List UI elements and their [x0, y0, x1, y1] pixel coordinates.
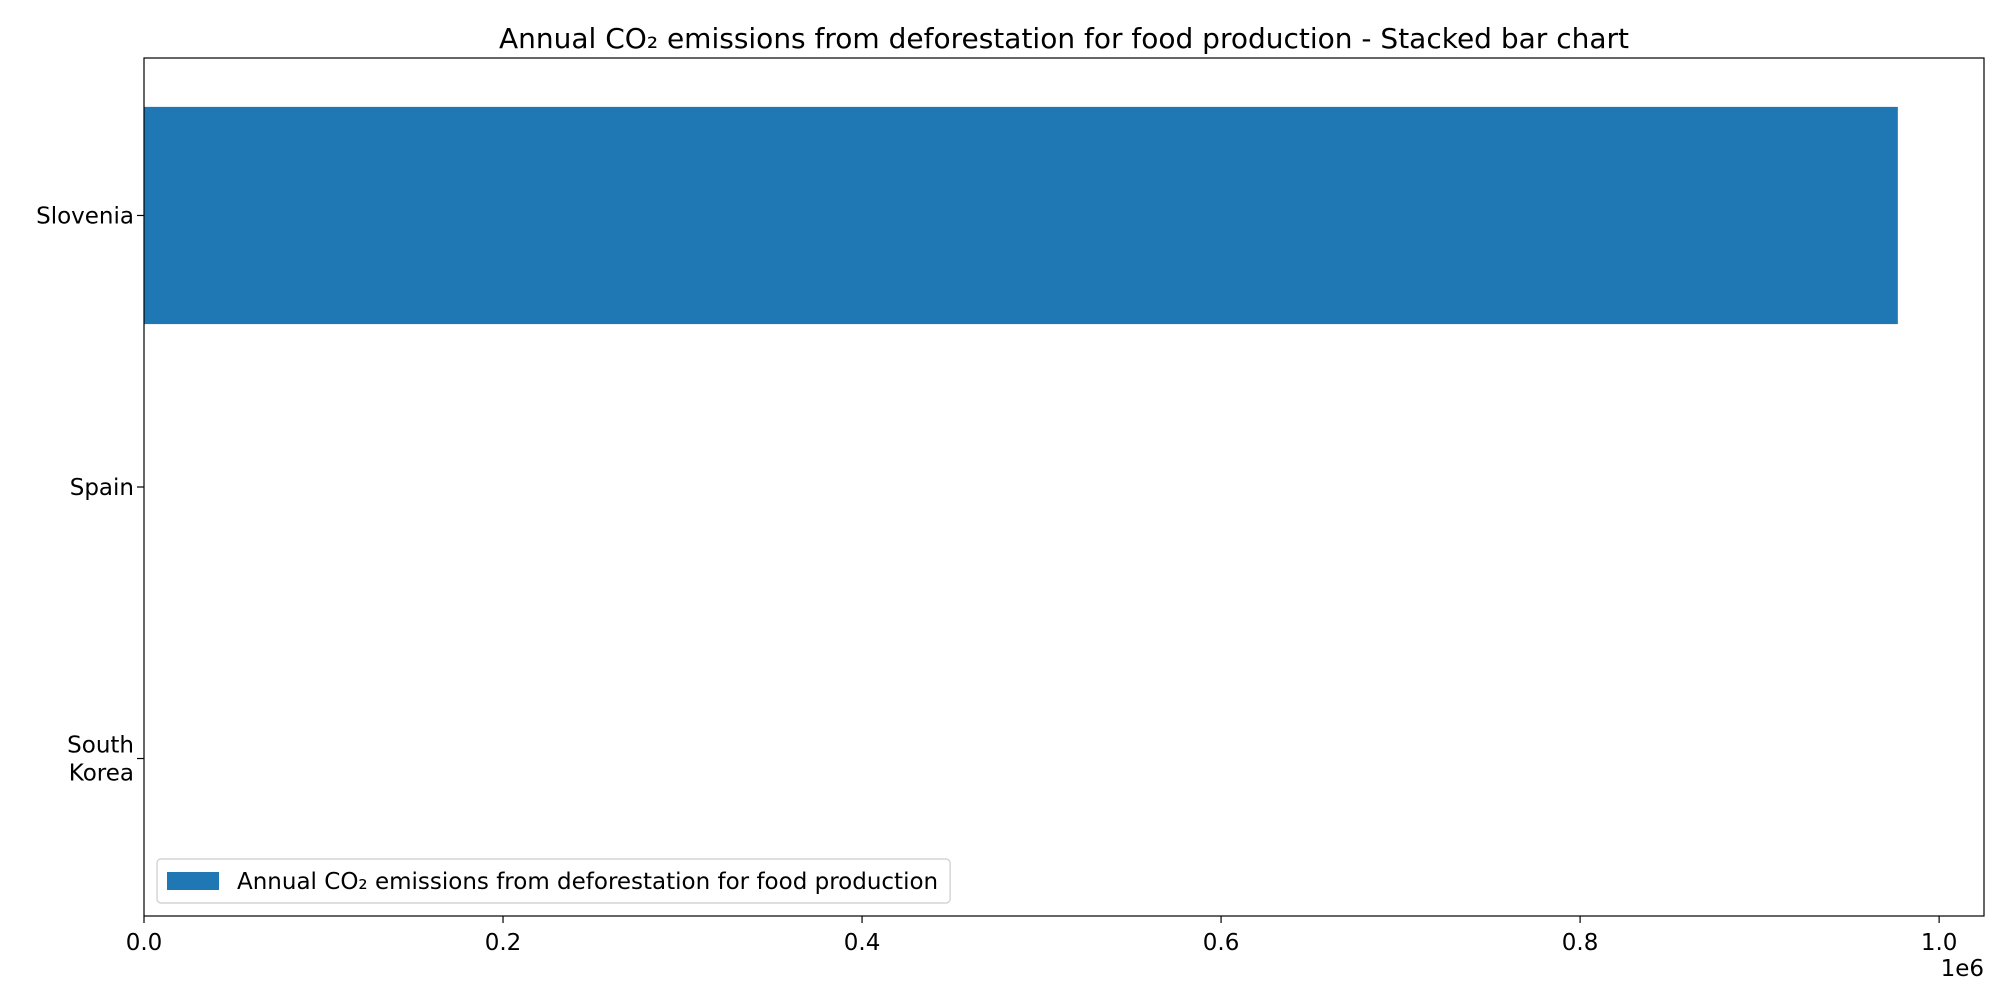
legend-swatch — [167, 872, 219, 890]
x-tick-label: 0.2 — [485, 930, 522, 956]
x-tick-label: 0.0 — [126, 930, 163, 956]
x-axis: 0.0 0.2 0.4 0.6 0.8 1.0 — [126, 916, 1958, 956]
x-tick-label: 1.0 — [1921, 930, 1958, 956]
x-axis-offset-label: 1e6 — [1941, 956, 1984, 982]
bar-slovenia-series-0 — [144, 106, 1898, 325]
chart-title: Annual CO₂ emissions from deforestation … — [499, 22, 1629, 55]
legend-box — [156, 858, 951, 904]
x-tick-label: 0.8 — [1562, 930, 1599, 956]
legend: Annual CO₂ emissions from deforestation … — [156, 858, 951, 904]
y-tick-label: Slovenia — [36, 203, 134, 229]
y-axis: Slovenia Spain South Korea — [36, 203, 144, 787]
y-tick-label: Spain — [70, 475, 134, 501]
x-tick-label: 0.6 — [1203, 930, 1240, 956]
bars-layer — [144, 106, 1898, 325]
y-tick-label: South Korea — [67, 733, 134, 787]
x-tick-label: 0.4 — [844, 930, 881, 956]
legend-entry-label: Annual CO₂ emissions from deforestation … — [237, 869, 938, 895]
